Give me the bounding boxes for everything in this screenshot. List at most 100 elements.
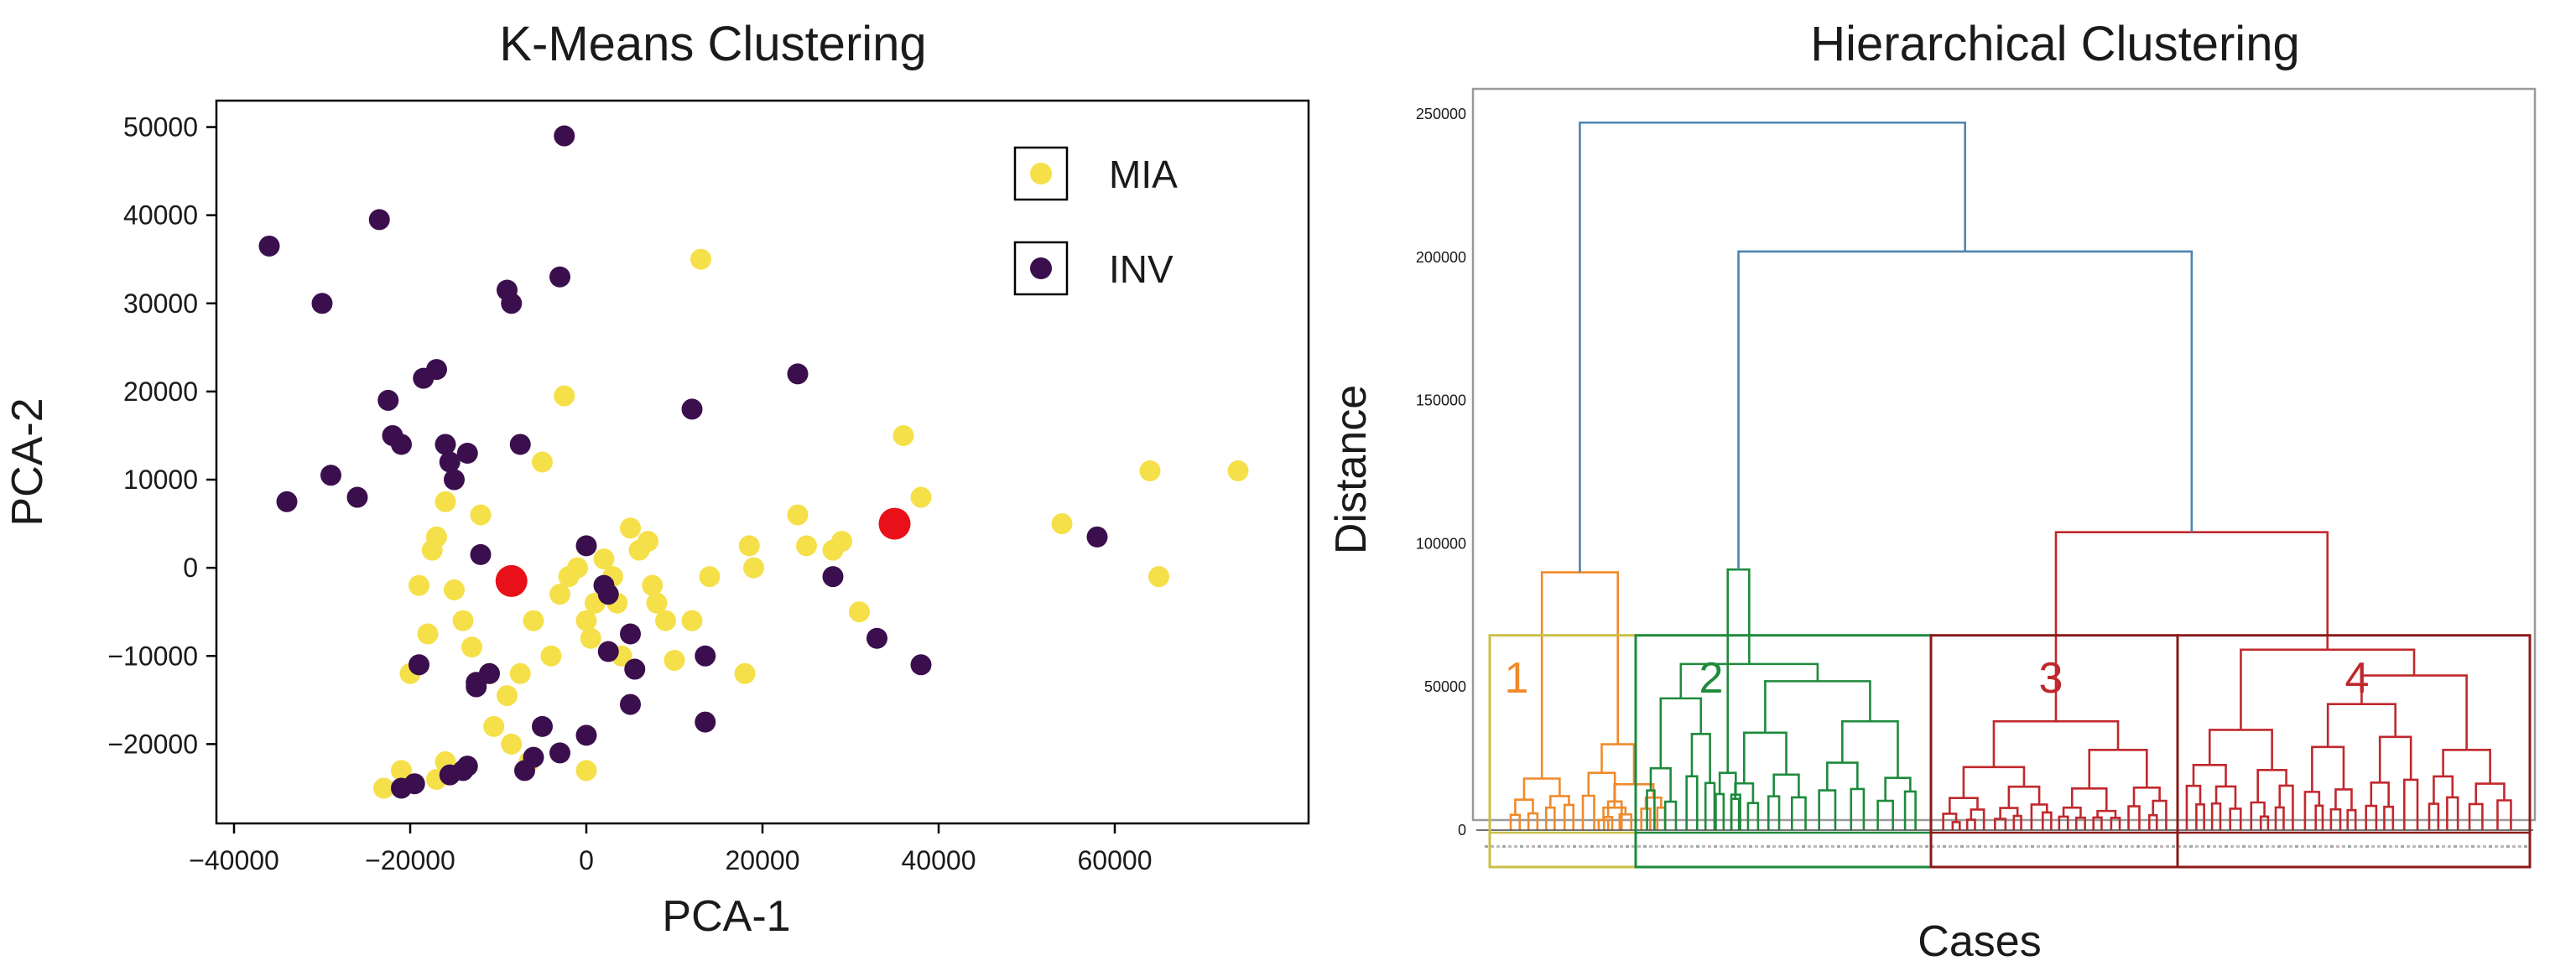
leaf-label bbox=[1708, 845, 1711, 848]
dendrogram-link bbox=[1962, 766, 2026, 798]
leaf-label bbox=[1661, 845, 1664, 848]
leaf-label bbox=[2178, 845, 2181, 848]
point-inv bbox=[435, 434, 456, 455]
dendrogram-plot-area bbox=[1471, 87, 2537, 822]
dendrogram-link bbox=[1602, 806, 1627, 820]
dendrogram-link bbox=[2092, 816, 2103, 830]
leaf-label bbox=[2459, 845, 2463, 848]
leaf-label bbox=[2272, 845, 2275, 848]
dendrogram-link bbox=[2185, 784, 2202, 830]
dendrogram-link bbox=[1818, 789, 1837, 830]
kmeans-legend: MIA INV bbox=[1013, 146, 1178, 296]
leaf-label bbox=[2072, 845, 2075, 848]
dendrogram-link bbox=[1726, 568, 1751, 773]
point-mia bbox=[738, 535, 760, 557]
point-inv bbox=[695, 645, 716, 667]
leaf-label bbox=[2201, 845, 2204, 848]
point-mia bbox=[637, 531, 658, 553]
point-inv bbox=[439, 764, 461, 786]
leaf-label bbox=[1990, 845, 1993, 848]
leaf-label bbox=[1526, 845, 1529, 848]
dendrogram-link bbox=[2428, 802, 2440, 830]
leaf-label bbox=[2119, 845, 2122, 848]
kmeans-points bbox=[258, 125, 1249, 799]
dendrogram-link bbox=[2442, 749, 2491, 784]
leaf-label bbox=[2501, 845, 2504, 848]
x-tick-label: 40000 bbox=[902, 845, 976, 875]
y-tick-label: 250000 bbox=[1416, 106, 1466, 122]
leaf-label bbox=[1866, 845, 1870, 848]
leaf-label bbox=[1855, 845, 1858, 848]
point-mia bbox=[892, 424, 914, 446]
leaf-label bbox=[2025, 845, 2028, 848]
dendrogram-link bbox=[1884, 776, 1912, 802]
leaf-label bbox=[2236, 845, 2240, 848]
kmeans-y-axis-label: PCA-2 bbox=[3, 397, 52, 526]
y-tick-label: 0 bbox=[183, 553, 198, 583]
dendrogram-link bbox=[1509, 813, 1522, 830]
dendrogram-link bbox=[1646, 789, 1656, 830]
leaf-label bbox=[2365, 845, 2369, 848]
leaf-label bbox=[1596, 845, 1600, 848]
kmeans-title: K-Means Clustering bbox=[499, 17, 926, 71]
centroid-point bbox=[495, 564, 528, 597]
dendrogram-link bbox=[2311, 745, 2345, 792]
leaf-label bbox=[2260, 845, 2263, 848]
leaf-label bbox=[2313, 845, 2316, 848]
leaf-label bbox=[1767, 845, 1770, 848]
leaf-label bbox=[1608, 845, 1611, 848]
leaf-label bbox=[1731, 845, 1735, 848]
legend-label-inv: INV bbox=[1109, 247, 1174, 291]
leaf-label bbox=[2248, 845, 2251, 848]
leaf-label bbox=[1549, 845, 1553, 848]
leaf-label bbox=[1761, 845, 1764, 848]
point-inv bbox=[549, 266, 570, 288]
leaf-label bbox=[1684, 845, 1688, 848]
dendrogram-link bbox=[2383, 805, 2395, 830]
point-inv bbox=[377, 389, 399, 411]
leaf-label bbox=[2037, 845, 2040, 848]
leaf-label bbox=[2465, 845, 2469, 848]
y-tick-label: 100000 bbox=[1416, 535, 1466, 552]
leaf-label bbox=[1520, 845, 1523, 848]
legend-box-inv bbox=[1013, 241, 1069, 296]
cluster-box-4 bbox=[2176, 634, 2532, 869]
legend-marker-inv bbox=[1030, 257, 1052, 279]
point-mia bbox=[1148, 566, 1169, 588]
dendrogram-link bbox=[1718, 771, 1737, 795]
point-inv bbox=[258, 235, 280, 257]
dendrogram-link bbox=[1826, 761, 1859, 791]
point-mia bbox=[409, 574, 429, 596]
leaf-label bbox=[2407, 845, 2410, 848]
point-inv bbox=[866, 627, 887, 649]
leaf-label bbox=[2436, 845, 2439, 848]
leaf-label bbox=[2318, 845, 2322, 848]
dendrogram-link bbox=[1656, 806, 1667, 830]
point-mia bbox=[1227, 460, 1249, 482]
dendrogram-link bbox=[1903, 790, 1917, 830]
point-mia bbox=[664, 650, 685, 672]
dendrogram-link-root bbox=[1579, 121, 1966, 573]
leaf-label bbox=[1496, 845, 1500, 848]
point-mia bbox=[743, 557, 764, 579]
leaf-label bbox=[1784, 845, 1788, 848]
point-mia bbox=[620, 517, 641, 539]
point-mia bbox=[642, 574, 664, 596]
leaf-label bbox=[1896, 845, 1899, 848]
leaf-label bbox=[2160, 845, 2163, 848]
dendrogram-link bbox=[1850, 787, 1866, 830]
cluster-label-1: 1 bbox=[1505, 654, 1529, 703]
dendrogram-link bbox=[2088, 749, 2148, 789]
leaf-label bbox=[1837, 845, 1840, 848]
leaf-label bbox=[2295, 845, 2298, 848]
point-mia bbox=[699, 566, 721, 588]
leaf-label bbox=[2383, 845, 2386, 848]
leaf-label bbox=[2418, 845, 2422, 848]
point-mia bbox=[523, 610, 544, 631]
leaf-label bbox=[2330, 845, 2334, 848]
dendrogram-link bbox=[1949, 797, 1979, 814]
leaf-label bbox=[1502, 845, 1506, 848]
point-inv bbox=[532, 715, 553, 737]
leaf-label bbox=[2324, 845, 2328, 848]
point-mia bbox=[470, 504, 492, 526]
